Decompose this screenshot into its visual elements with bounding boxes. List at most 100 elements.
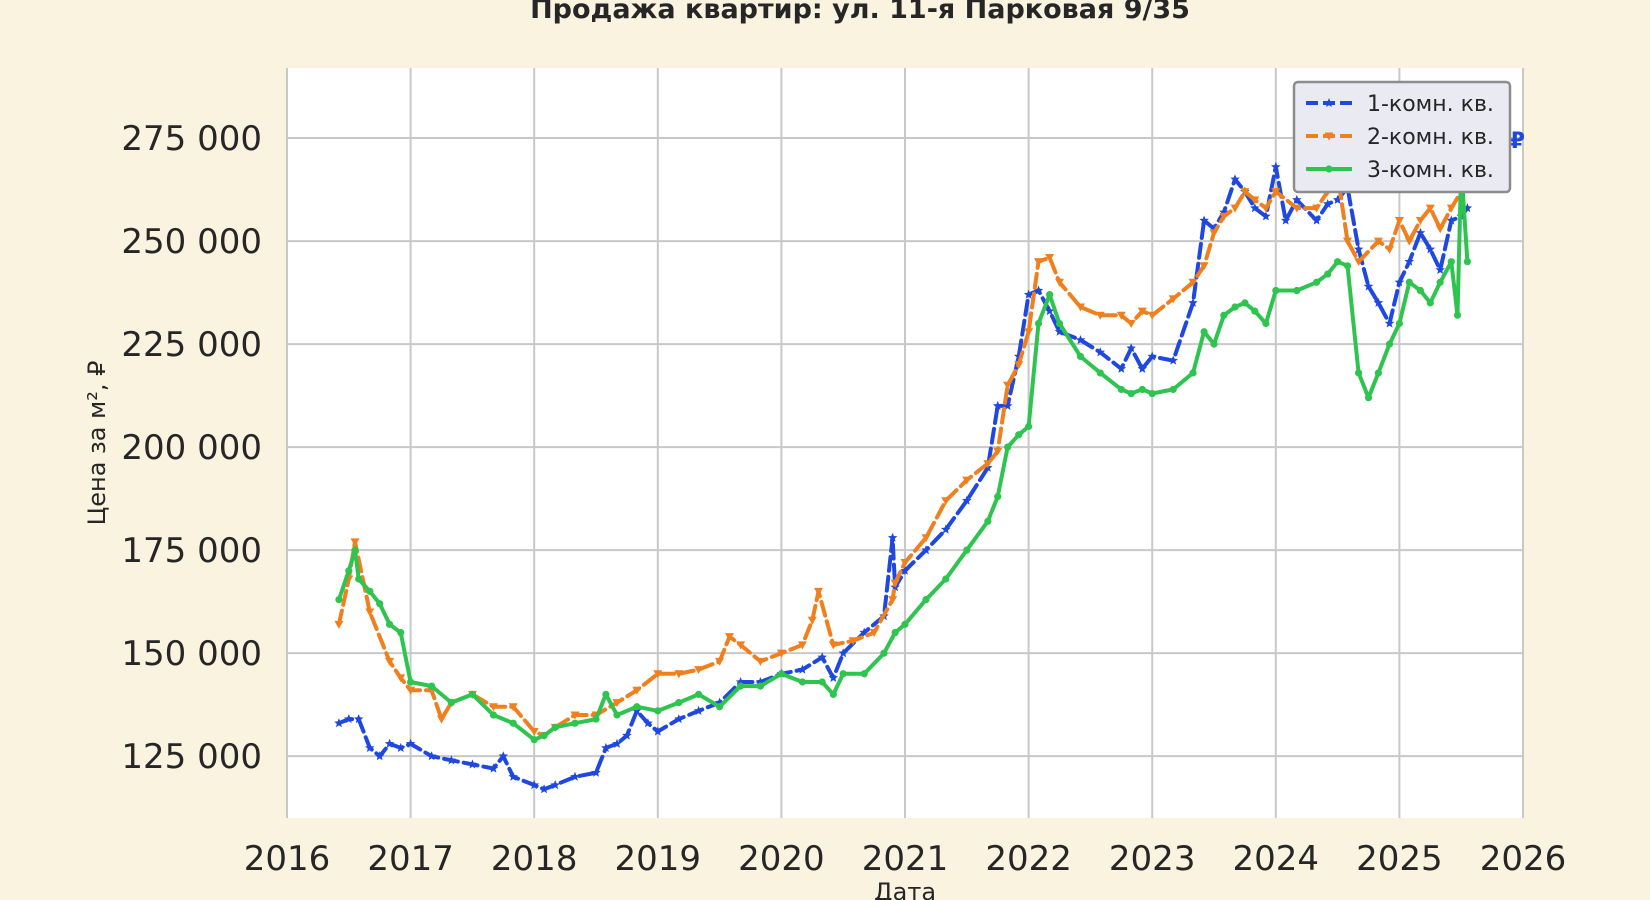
data-point [1075, 335, 1086, 344]
data-point [632, 705, 642, 715]
data-point [1404, 237, 1414, 246]
data-point [1095, 311, 1105, 320]
data-point [540, 731, 548, 740]
data-point [1055, 319, 1064, 328]
data-point [694, 666, 704, 675]
data-point [1230, 174, 1240, 184]
data-point [921, 534, 931, 543]
data-point [1384, 318, 1395, 328]
data-point [385, 657, 395, 666]
data-point [1220, 311, 1228, 319]
data-point [848, 637, 858, 646]
data-point [674, 714, 684, 724]
data-point [1200, 328, 1208, 336]
legend-box [1292, 80, 1512, 194]
data-point [900, 559, 910, 568]
legend-entry: 2-комн. кв. [1306, 125, 1494, 150]
legend-entry: 3-комн. кв. [1306, 158, 1494, 183]
data-point [1343, 262, 1352, 270]
data-point [922, 595, 930, 604]
data-point [1453, 311, 1462, 319]
data-point [1188, 278, 1198, 287]
data-point [1147, 351, 1157, 361]
series-line [336, 164, 1470, 742]
tick-labels: 2016 2017 2018 2019 2020 2021 2022 2023 2024 2025… [121, 119, 1566, 879]
y-axis-label: Цена за м², ₽ [83, 361, 111, 526]
y-tick-label: 150 000 [121, 634, 262, 674]
data-point [1394, 277, 1405, 287]
data-point [1250, 203, 1260, 213]
data-point [509, 719, 517, 727]
data-point [1033, 258, 1043, 267]
legend-label: 1-комн. кв. [1367, 92, 1494, 117]
data-point [724, 633, 734, 642]
data-point [1209, 229, 1219, 238]
data-point [888, 596, 898, 605]
data-point [1137, 363, 1148, 373]
data-point [1138, 385, 1146, 394]
data-point [694, 690, 703, 698]
data-point [1148, 389, 1156, 398]
data-point [551, 723, 559, 731]
data-point [1262, 319, 1270, 328]
data-point [1373, 297, 1384, 307]
data-point [447, 699, 455, 707]
data-point [1024, 328, 1034, 337]
data-point [1415, 216, 1425, 225]
data-point [1271, 161, 1281, 171]
data-point [1015, 431, 1023, 439]
data-point [1404, 256, 1414, 266]
data-point [353, 714, 364, 724]
data-point [859, 627, 869, 637]
data-point [1231, 303, 1239, 311]
data-point [962, 476, 972, 485]
data-point [797, 664, 808, 674]
data-point [1023, 289, 1034, 299]
data-point [365, 608, 375, 617]
data-point [674, 670, 684, 679]
data-point [1025, 422, 1033, 431]
data-point [756, 682, 764, 690]
y-tick-label: 200 000 [121, 428, 262, 468]
data-point [397, 628, 405, 637]
data-point [1230, 204, 1240, 213]
data-point [1272, 286, 1280, 295]
data-point [1394, 216, 1404, 225]
data-point [992, 400, 1003, 410]
data-point [1311, 215, 1322, 225]
data-point [860, 670, 868, 678]
data-point [1055, 278, 1064, 287]
data-point [1189, 369, 1197, 377]
data-point [1095, 347, 1105, 357]
data-point [1416, 286, 1425, 295]
data-point [941, 524, 951, 534]
data-point [366, 587, 374, 595]
data-point [592, 715, 600, 723]
data-point [1462, 203, 1473, 213]
data-point [921, 545, 931, 555]
data-point [901, 620, 909, 628]
data-point [446, 755, 457, 765]
data-point [1045, 254, 1055, 263]
data-point [1147, 311, 1157, 320]
data-point [396, 742, 406, 752]
data-point [643, 718, 653, 728]
data-point [1354, 258, 1364, 267]
data-point [1003, 381, 1013, 390]
data-point [468, 690, 476, 698]
data-point [508, 703, 518, 712]
data-point [1425, 204, 1435, 213]
data-point [798, 678, 807, 686]
data-point [984, 517, 992, 525]
data-point [828, 672, 839, 682]
x-tick-label: 2016 [244, 839, 331, 879]
data-point [374, 751, 385, 761]
data-point [1199, 215, 1209, 225]
data-point [1280, 215, 1291, 225]
data-point [1463, 258, 1471, 266]
x-tick-label: 2025 [1356, 839, 1443, 879]
series-3 [335, 163, 1471, 744]
data-point [405, 738, 416, 748]
data-point [428, 682, 436, 690]
